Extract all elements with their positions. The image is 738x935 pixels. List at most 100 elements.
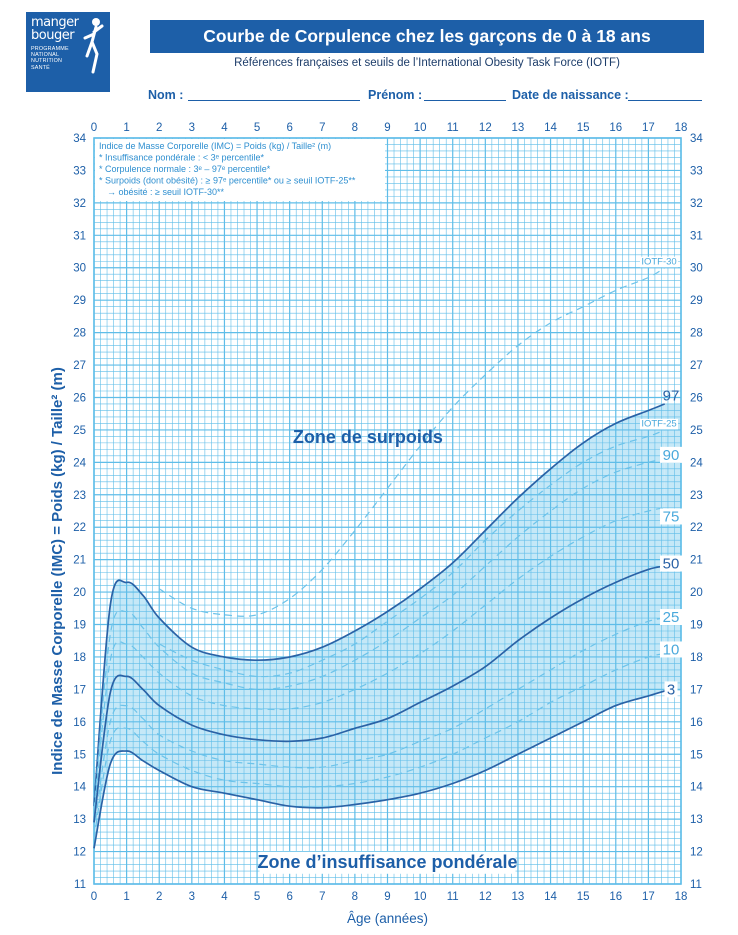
zone-surpoids-label: Zone de surpoids — [293, 427, 443, 447]
x-tick-bottom: 7 — [319, 891, 325, 903]
y-tick-right: 22 — [690, 522, 703, 534]
y-tick-left: 28 — [73, 328, 86, 340]
x-tick-top: 15 — [577, 122, 590, 134]
y-tick-left: 23 — [73, 490, 86, 502]
x-tick-top: 13 — [512, 122, 525, 134]
series-label-10: 10 — [663, 641, 680, 658]
x-tick-bottom: 4 — [221, 891, 228, 903]
x-tick-top: 10 — [414, 122, 427, 134]
y-tick-right: 18 — [690, 652, 703, 664]
series-line-97 — [93, 403, 665, 807]
legend-line: → obésité : ≥ seuil IOTF-30** — [107, 187, 224, 197]
manger-bouger-logo: manger bouger PROGRAMME NATIONAL NUTRITI… — [26, 12, 110, 92]
x-tick-bottom: 1 — [123, 891, 129, 903]
x-tick-top: 8 — [352, 122, 358, 134]
y-tick-right: 30 — [690, 263, 703, 275]
x-tick-top: 6 — [286, 122, 292, 134]
y-tick-right: 34 — [690, 133, 703, 145]
y-tick-left: 25 — [73, 425, 86, 437]
x-tick-top: 11 — [447, 122, 459, 134]
x-tick-top: 17 — [642, 122, 655, 134]
y-tick-left: 20 — [73, 587, 86, 599]
series-label-97: 97 — [663, 387, 680, 404]
series-label-bg — [664, 681, 678, 698]
x-tick-bottom: 8 — [352, 891, 358, 903]
x-tick-top: 4 — [221, 122, 228, 134]
y-tick-right: 19 — [690, 620, 703, 632]
y-tick-right: 14 — [690, 782, 703, 794]
y-tick-right: 29 — [690, 295, 703, 307]
series-label-bg — [660, 609, 682, 626]
date-naissance-field[interactable] — [628, 100, 702, 101]
y-tick-right: 15 — [690, 749, 703, 761]
x-tick-bottom: 6 — [286, 891, 292, 903]
y-tick-right: 12 — [690, 847, 703, 859]
series-label-bg — [660, 555, 682, 572]
y-tick-right: 16 — [690, 717, 703, 729]
x-tick-top: 2 — [156, 122, 162, 134]
series-label-iotf-25: IOTF-25 — [641, 418, 676, 429]
x-tick-bottom: 10 — [414, 891, 427, 903]
series-line-75 — [93, 507, 665, 816]
y-tick-right: 13 — [690, 814, 703, 826]
series-line-10 — [93, 653, 665, 839]
logo-sub-3: NUTRITION — [31, 58, 63, 65]
y-tick-right: 32 — [690, 198, 703, 210]
series-label-iotf-30: IOTF-30 — [641, 256, 676, 267]
y-tick-left: 12 — [73, 847, 86, 859]
y-tick-right: 27 — [690, 360, 703, 372]
x-tick-bottom: 2 — [156, 891, 162, 903]
y-tick-left: 32 — [73, 198, 86, 210]
x-tick-bottom: 18 — [675, 891, 688, 903]
y-tick-left: 17 — [73, 684, 86, 696]
y-tick-right: 31 — [690, 230, 703, 242]
prenom-field[interactable] — [424, 100, 506, 101]
nom-label: Nom : — [148, 88, 184, 102]
date-naissance-label: Date de naissance : — [512, 88, 629, 102]
running-figure-icon — [83, 18, 104, 74]
x-tick-bottom: 3 — [189, 891, 195, 903]
y-tick-left: 13 — [73, 814, 86, 826]
y-tick-left: 29 — [73, 295, 86, 307]
y-tick-left: 30 — [73, 263, 86, 275]
series-label-bg — [640, 418, 678, 430]
series-line-iotf-30 — [158, 267, 666, 617]
series-label-90: 90 — [663, 447, 680, 464]
x-tick-bottom: 9 — [384, 891, 390, 903]
x-axis-title: Âge (années) — [347, 911, 428, 926]
series-label-bg — [660, 508, 682, 525]
y-tick-right: 26 — [690, 392, 703, 404]
x-tick-top: 3 — [189, 122, 195, 134]
page-title: Courbe de Corpulence chez les garçons de… — [150, 20, 704, 53]
series-line-25 — [93, 617, 665, 833]
axis-ticks: 0011223344556677889910101111121213131414… — [73, 122, 703, 903]
x-tick-bottom: 12 — [479, 891, 492, 903]
y-tick-left: 21 — [73, 555, 86, 567]
prenom-label: Prénom : — [368, 88, 423, 102]
y-tick-right: 21 — [690, 555, 703, 567]
y-tick-right: 28 — [690, 328, 703, 340]
legend-line: * Insuffisance pondérale : < 3ᵉ percenti… — [99, 153, 265, 163]
y-tick-left: 19 — [73, 620, 86, 632]
x-tick-bottom: 14 — [544, 891, 557, 903]
y-axis-title: Indice de Masse Corporelle (IMC) = Poids… — [49, 367, 66, 775]
series-label-50: 50 — [663, 556, 680, 573]
y-tick-right: 25 — [690, 425, 703, 437]
page-subtitle: Références françaises et seuils de l’Int… — [234, 57, 620, 69]
logo-sub-2: NATIONAL — [31, 52, 60, 59]
x-tick-bottom: 15 — [577, 891, 590, 903]
nom-field[interactable] — [188, 100, 360, 101]
series-line-90 — [93, 458, 665, 810]
x-tick-top: 16 — [609, 122, 622, 134]
legend-line: Indice de Masse Corporelle (IMC) = Poids… — [99, 141, 331, 151]
x-tick-bottom: 16 — [609, 891, 622, 903]
zone-label-bg — [259, 851, 516, 874]
percentile-curves — [93, 267, 666, 849]
x-tick-bottom: 0 — [91, 891, 97, 903]
y-tick-left: 15 — [73, 749, 86, 761]
y-tick-right: 23 — [690, 490, 703, 502]
y-tick-left: 26 — [73, 392, 86, 404]
series-label-3: 3 — [667, 681, 675, 698]
x-tick-top: 9 — [384, 122, 390, 134]
